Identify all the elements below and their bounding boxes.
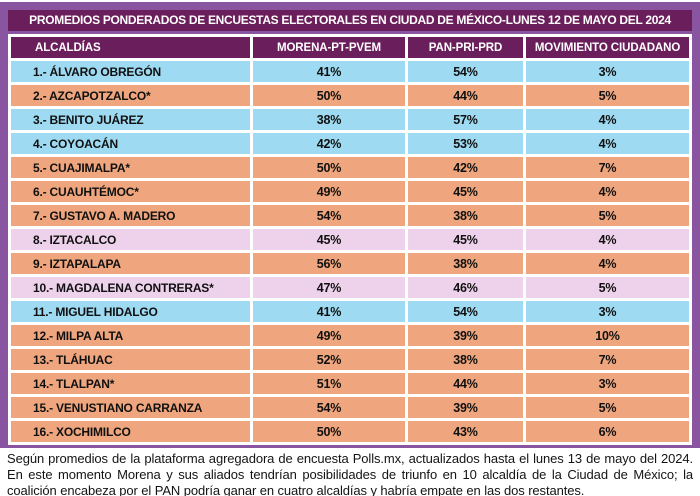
footer-note: Según promedios de la plataforma agregad… — [7, 451, 693, 496]
mc-value-cell: 6% — [526, 421, 689, 442]
alcaldia-name-cell: 6.- CUAUHTÉMOC* — [11, 181, 250, 202]
alcaldia-name-cell: 7.- GUSTAVO A. MADERO — [11, 205, 250, 226]
column-header-alcaldias: ALCALDÍAS — [11, 37, 250, 58]
pan-value-cell: 54% — [408, 61, 523, 82]
morena-value-cell: 38% — [253, 109, 405, 130]
pan-value-cell: 39% — [408, 397, 523, 418]
alcaldia-name-cell: 5.- CUAJIMALPA* — [11, 157, 250, 178]
morena-value-cell: 50% — [253, 421, 405, 442]
morena-value-cell: 42% — [253, 133, 405, 154]
mc-value-cell: 5% — [526, 85, 689, 106]
alcaldia-name-cell: 11.- MIGUEL HIDALGO — [11, 301, 250, 322]
mc-value-cell: 5% — [526, 397, 689, 418]
mc-value-cell: 7% — [526, 157, 689, 178]
pan-value-cell: 42% — [408, 157, 523, 178]
alcaldia-name-cell: 3.- BENITO JUÁREZ — [11, 109, 250, 130]
alcaldia-name-cell: 2.- AZCAPOTZALCO* — [11, 85, 250, 106]
mc-value-cell: 10% — [526, 325, 689, 346]
morena-value-cell: 47% — [253, 277, 405, 298]
footer: Según promedios de la plataforma agregad… — [0, 448, 700, 496]
mc-value-cell: 4% — [526, 109, 689, 130]
alcaldia-name-cell: 1.- ÁLVARO OBREGÓN — [11, 61, 250, 82]
alcaldia-name-cell: 14.- TLALPAN* — [11, 373, 250, 394]
pan-value-cell: 43% — [408, 421, 523, 442]
mc-value-cell: 5% — [526, 205, 689, 226]
pan-value-cell: 38% — [408, 205, 523, 226]
mc-value-cell: 3% — [526, 301, 689, 322]
pan-value-cell: 38% — [408, 349, 523, 370]
pan-value-cell: 45% — [408, 229, 523, 250]
column-header-morena-pt-pvem: MORENA-PT-PVEM — [253, 37, 405, 58]
pan-value-cell: 46% — [408, 277, 523, 298]
mc-value-cell: 4% — [526, 133, 689, 154]
morena-value-cell: 50% — [253, 85, 405, 106]
morena-value-cell: 51% — [253, 373, 405, 394]
alcaldia-name-cell: 4.- COYOACÁN — [11, 133, 250, 154]
morena-value-cell: 54% — [253, 205, 405, 226]
pan-value-cell: 44% — [408, 373, 523, 394]
pan-value-cell: 38% — [408, 253, 523, 274]
alcaldia-name-cell: 13.- TLÁHUAC — [11, 349, 250, 370]
pan-value-cell: 57% — [408, 109, 523, 130]
alcaldia-name-cell: 9.- IZTAPALAPA — [11, 253, 250, 274]
results-table: ALCALDÍAS MORENA-PT-PVEM PAN-PRI-PRD MOV… — [8, 34, 692, 445]
morena-value-cell: 41% — [253, 61, 405, 82]
column-header-movimiento-ciudadano: MOVIMIENTO CIUDADANO — [526, 37, 689, 58]
mc-value-cell: 4% — [526, 181, 689, 202]
morena-value-cell: 52% — [253, 349, 405, 370]
mc-value-cell: 4% — [526, 253, 689, 274]
alcaldia-name-cell: 12.- MILPA ALTA — [11, 325, 250, 346]
pan-value-cell: 39% — [408, 325, 523, 346]
morena-value-cell: 56% — [253, 253, 405, 274]
pan-value-cell: 44% — [408, 85, 523, 106]
alcaldia-name-cell: 10.- MAGDALENA CONTRERAS* — [11, 277, 250, 298]
morena-value-cell: 49% — [253, 325, 405, 346]
mc-value-cell: 3% — [526, 61, 689, 82]
pan-value-cell: 45% — [408, 181, 523, 202]
mc-value-cell: 5% — [526, 277, 689, 298]
pan-value-cell: 54% — [408, 301, 523, 322]
alcaldia-name-cell: 8.- IZTACALCO — [11, 229, 250, 250]
morena-value-cell: 54% — [253, 397, 405, 418]
morena-value-cell: 49% — [253, 181, 405, 202]
mc-value-cell: 7% — [526, 349, 689, 370]
morena-value-cell: 45% — [253, 229, 405, 250]
mc-value-cell: 3% — [526, 373, 689, 394]
pan-value-cell: 53% — [408, 133, 523, 154]
mc-value-cell: 4% — [526, 229, 689, 250]
alcaldia-name-cell: 16.- XOCHIMILCO — [11, 421, 250, 442]
poll-table-panel: PROMEDIOS PONDERADOS DE ENCUESTAS ELECTO… — [0, 2, 700, 448]
morena-value-cell: 41% — [253, 301, 405, 322]
column-header-pan-pri-prd: PAN-PRI-PRD — [408, 37, 523, 58]
alcaldia-name-cell: 15.- VENUSTIANO CARRANZA — [11, 397, 250, 418]
table-title: PROMEDIOS PONDERADOS DE ENCUESTAS ELECTO… — [8, 10, 692, 31]
morena-value-cell: 50% — [253, 157, 405, 178]
